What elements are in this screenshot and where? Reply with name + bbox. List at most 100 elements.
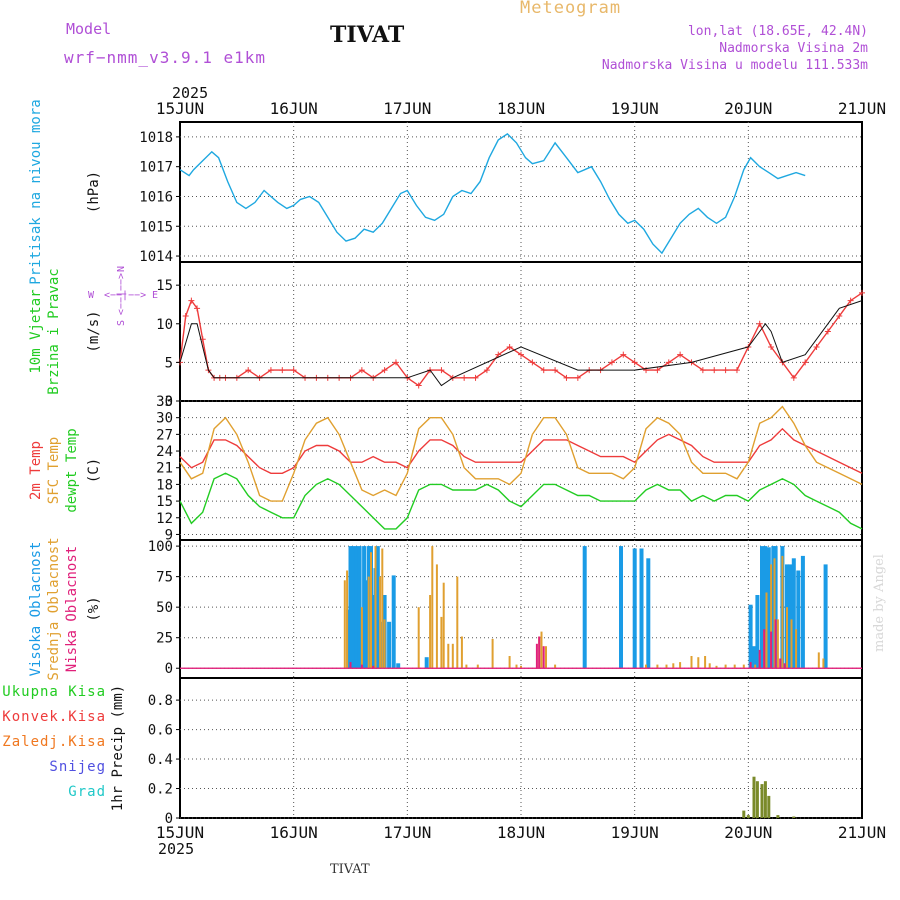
wind-speed-marker: [802, 359, 809, 366]
cloud-bar-low: [749, 662, 752, 669]
temperature-y-tick-label: 9: [165, 527, 173, 543]
temperature-y-label: (C): [86, 458, 102, 483]
compass-ew-arrow: <−−|−−>: [104, 290, 146, 301]
compass-south: S: [116, 320, 127, 326]
precip-legend-label: Ukupna Kisa: [2, 684, 106, 700]
cloud-bar-mid: [795, 629, 798, 669]
cloud-y-label: (%): [86, 596, 102, 621]
wind-speed-marker: [245, 367, 252, 374]
compass-ns-arrow: <−−|−−>: [116, 273, 127, 315]
cloud-bar-mid: [379, 576, 382, 669]
wind-speed-marker: [768, 343, 775, 350]
cloud-y-tick-label: 50: [156, 600, 173, 616]
wind-speed-marker: [699, 367, 706, 374]
cloud-bar-mid: [460, 636, 463, 669]
cloud-bar-high: [755, 595, 760, 669]
temperature-y-tick-label: 18: [156, 477, 173, 493]
wind-speed-marker: [392, 359, 399, 366]
footer-title: TIVAT: [330, 862, 370, 877]
model-label: Model: [66, 20, 112, 38]
cloud-bar-high: [350, 546, 355, 669]
wind-speed-marker: [563, 374, 570, 381]
x-tick-label-top: 19JUN: [611, 99, 659, 118]
location-coords: lon,lat (18.65E, 42.4N): [687, 24, 868, 39]
cloud-bar-mid: [817, 652, 820, 669]
compass-north: N: [116, 266, 127, 272]
cloud-bar-low: [779, 658, 782, 669]
wind-speed-marker: [381, 367, 388, 374]
pressure-y-label: Pritisak na nivou mora: [28, 99, 44, 284]
pressure-y-tick-label: 1014: [139, 249, 173, 265]
wind-y-label: Brzina i Pravac: [46, 268, 62, 394]
cloud-bar-mid: [656, 664, 659, 669]
cloud-bar-high: [773, 546, 778, 669]
wind-y-tick-label: 5: [165, 355, 173, 371]
temperature-y-label: dewpt Temp: [64, 428, 80, 512]
precip-bar-total: [752, 776, 756, 818]
wind-y-tick-label: 10: [156, 317, 173, 333]
cloud-bar-mid: [383, 619, 386, 669]
wind-speed-marker: [654, 367, 661, 374]
cloud-y-label: Srednja Oblacnost: [46, 537, 62, 680]
pressure-y-label: (hPa): [86, 171, 102, 213]
cloud-bar-low: [763, 629, 766, 669]
cloud-bar-low: [542, 646, 545, 669]
x-tick-label-bottom: 20JUN: [724, 823, 772, 842]
precip-y-tick-label: 0.4: [148, 752, 173, 768]
cloud-bar-mid: [440, 616, 443, 669]
cloud-bar-mid: [515, 664, 518, 669]
cloud-bar-high: [788, 564, 793, 669]
wind-speed-marker: [415, 382, 422, 389]
temperature-y-label: SFC Temp: [46, 437, 62, 504]
wind-speed-marker: [733, 367, 740, 374]
cloud-bar-mid: [781, 555, 784, 669]
cloud-bar-mid: [435, 564, 438, 669]
cloud-bar-mid: [465, 664, 468, 669]
cloud-bar-mid: [554, 664, 557, 669]
chart-axes: 15JUN 15JUN 16JUN 16JUN 17JUN 17JUN 18JUN 18JUN…: [2, 99, 886, 842]
cloud-bar-mid: [765, 592, 768, 669]
cloud-y-label: Visoka Oblacnost: [28, 542, 44, 677]
cloud-bar-mid: [708, 663, 711, 669]
x-tick-label-top: 18JUN: [497, 99, 545, 118]
temperature-y-tick-label: 30: [156, 411, 173, 427]
wind-speed-marker: [711, 367, 718, 374]
precip-y-tick-label: 0.8: [148, 693, 173, 709]
wind-speed-marker: [529, 359, 536, 366]
precip-bar-total: [755, 781, 759, 818]
cloud-bar-high: [748, 604, 753, 669]
chart-grid: [180, 122, 862, 819]
pressure-y-tick-label: 1017: [139, 160, 173, 176]
cloud-bar-low: [349, 662, 352, 669]
cloud-bar-mid: [754, 664, 757, 669]
cloud-bar-mid: [776, 619, 779, 669]
wind-speed-marker: [631, 359, 638, 366]
wind-speed-marker: [790, 374, 797, 381]
cloud-bar-mid: [381, 548, 384, 669]
x-tick-label-top: 21JUN: [838, 99, 886, 118]
x-tick-label-bottom: 15JUN: [156, 823, 204, 842]
wind-speed-marker: [358, 367, 365, 374]
temperature-y-tick-label: 24: [156, 444, 173, 460]
precip-y-label: 1hr Precip (mm): [110, 685, 126, 811]
precip-legend-label: Grad: [68, 784, 106, 800]
cloud-bar-high: [391, 575, 396, 669]
wind-speed-marker: [461, 374, 468, 381]
year-label-bottom: 2025: [158, 840, 195, 858]
precip-bar-total: [767, 795, 771, 818]
cloud-bar-high: [354, 546, 359, 669]
model-elevation: Nadmorska Visina u modelu 111.533m: [601, 58, 868, 73]
wind-speed-marker: [194, 305, 201, 312]
cloud-bar-mid: [822, 658, 825, 669]
cloud-bar-high: [387, 621, 392, 669]
precip-bar-total: [760, 784, 764, 818]
cloud-bar-mid: [690, 656, 693, 669]
cloud-bar-high: [346, 609, 351, 669]
cloud-bar-mid: [679, 662, 682, 669]
cloud-bar-mid: [770, 564, 773, 669]
x-tick-label-top: 20JUN: [724, 99, 772, 118]
cloud-bar-high: [364, 580, 369, 669]
cloud-bar-mid: [417, 607, 420, 669]
cloud-bar-low: [758, 649, 761, 669]
wind-speed-marker: [813, 343, 820, 350]
